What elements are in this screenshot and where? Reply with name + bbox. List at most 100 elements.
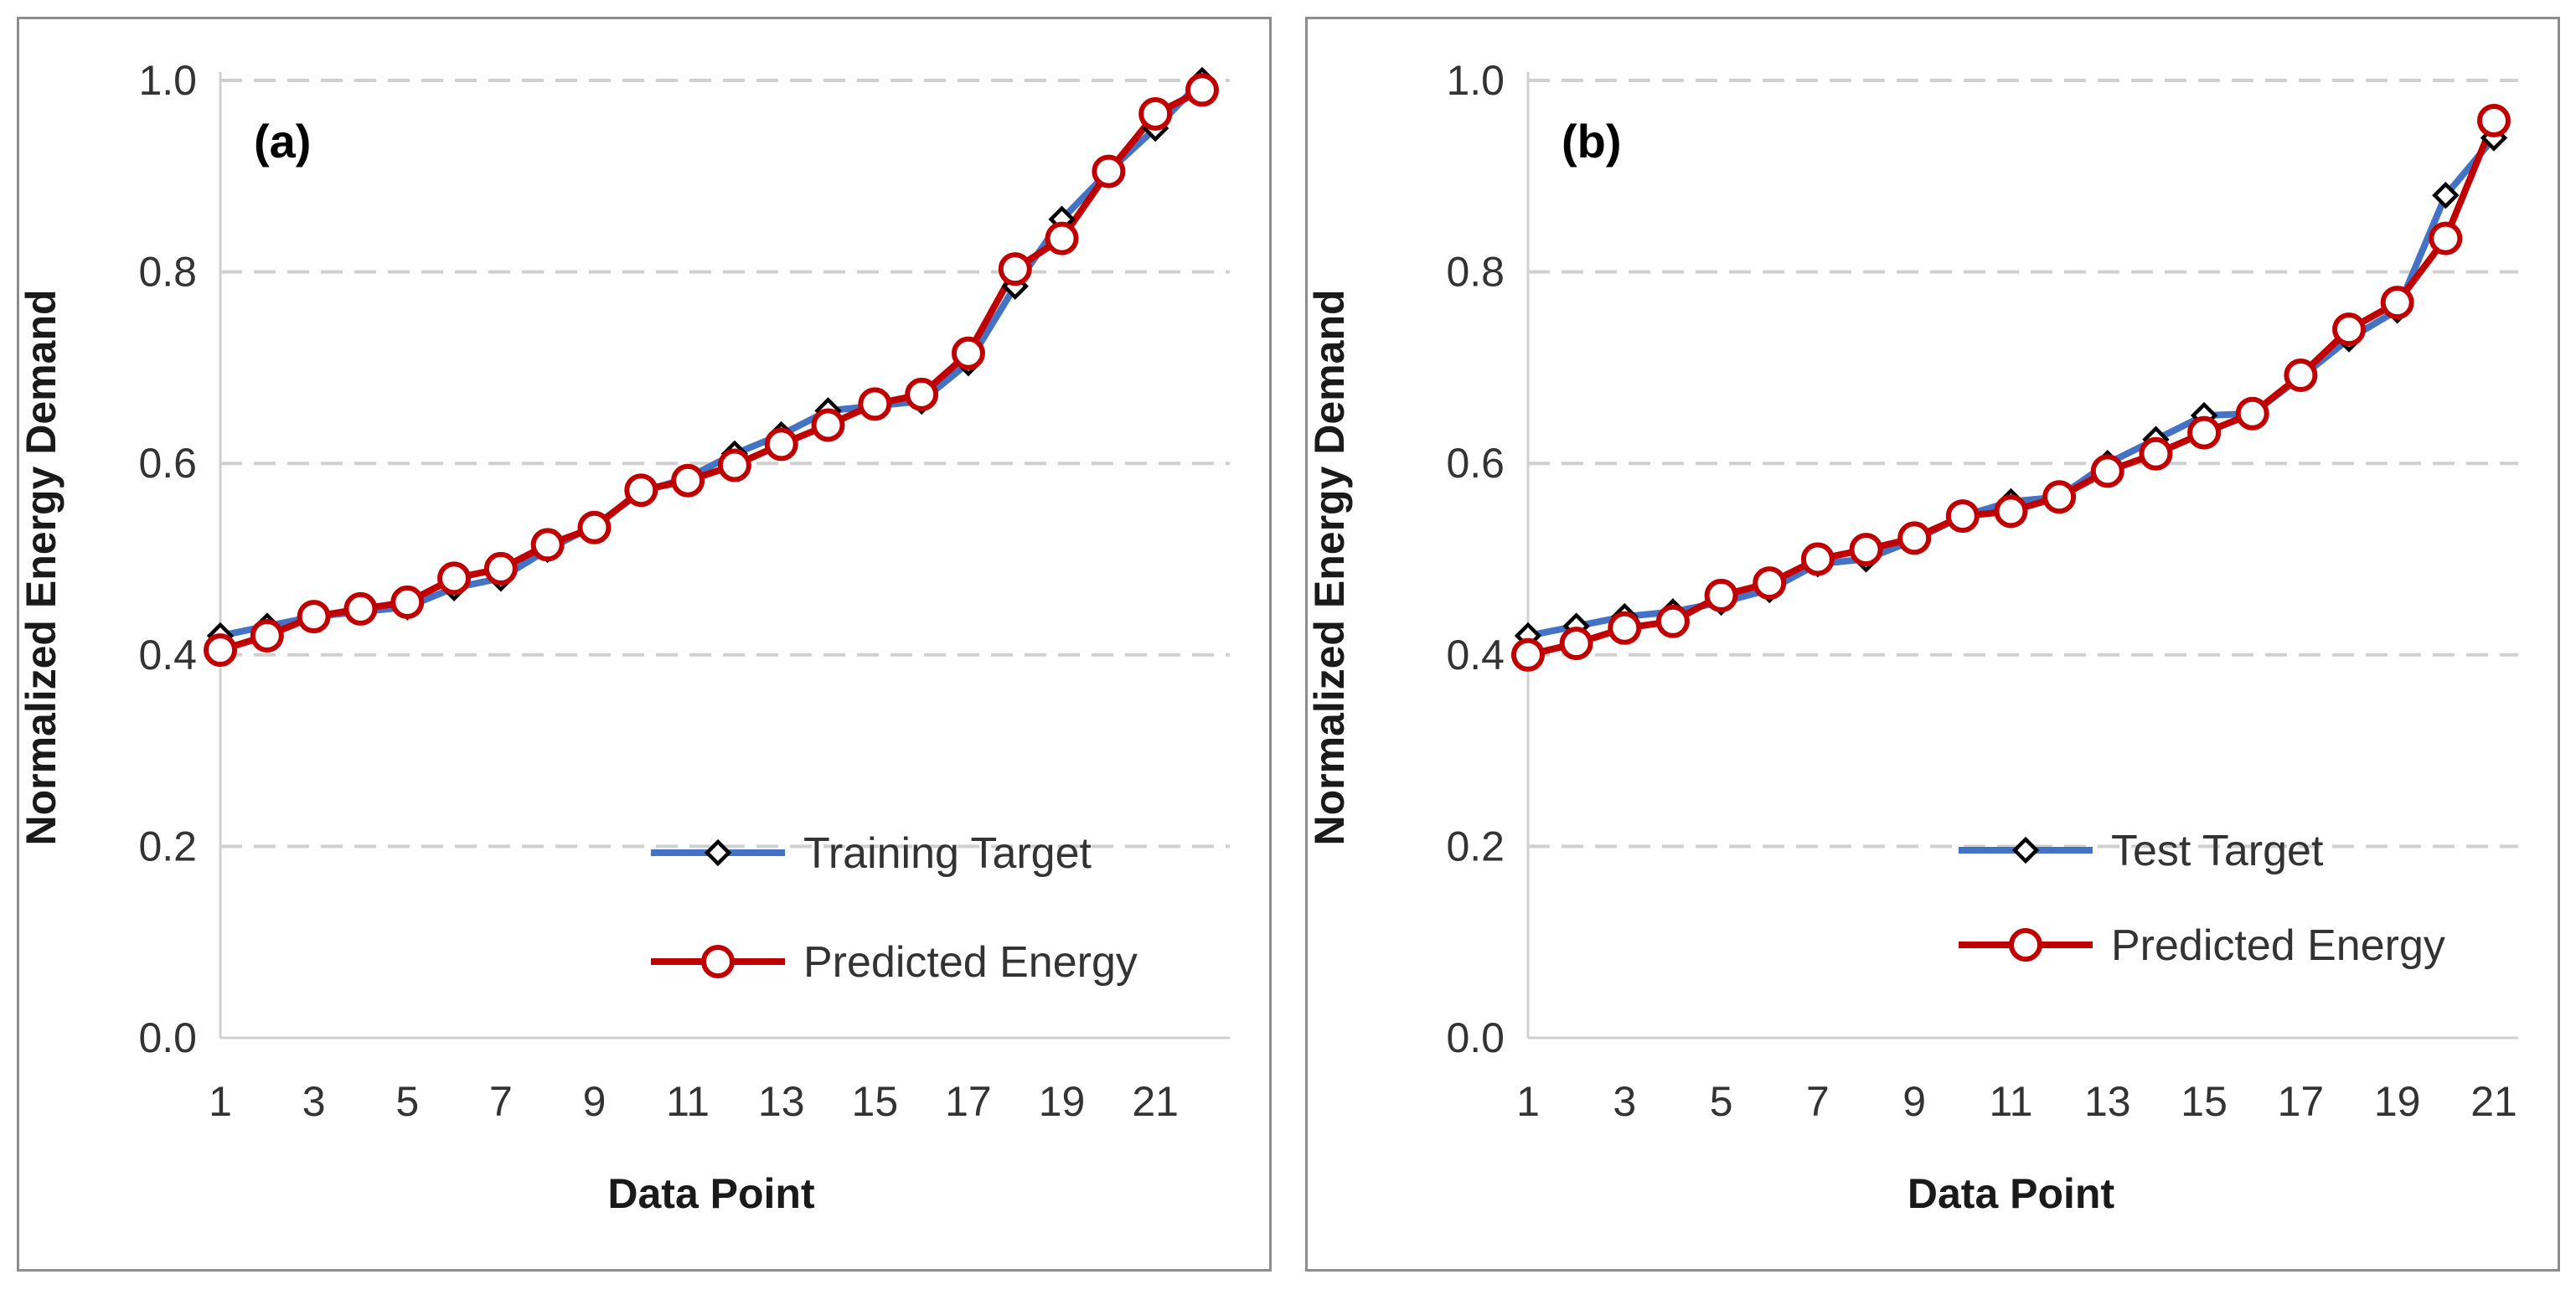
chart-b-y-tick-label: 0.0 [1446, 1014, 1505, 1061]
chart-b-x-tick-label: 15 [2181, 1078, 2228, 1125]
chart-a-predicted-point [1185, 73, 1219, 107]
chart-a-predicted-point [764, 427, 798, 462]
chart-a-x-tick-label: 21 [1132, 1078, 1179, 1125]
chart-a-predicted-point [951, 336, 985, 370]
chart-a-predicted-point [1138, 97, 1173, 132]
chart-b-series-markers-target [1514, 124, 2508, 650]
chart-b-predicted-point [2380, 286, 2414, 320]
chart-b-x-tick-label: 17 [2278, 1078, 2325, 1125]
chart-b-target-point [2432, 181, 2460, 209]
chart-b-legend: Test Target Predicted Energy [1959, 827, 2445, 970]
chart-b-y-tick-label: 0.8 [1446, 249, 1505, 296]
chart-b-predicted-point [2187, 415, 2222, 450]
chart-b-predicted-point [2090, 454, 2124, 488]
chart-b-x-tick-label: 5 [1710, 1078, 1733, 1125]
chart-b-x-tick-label: 1 [1516, 1078, 1540, 1125]
chart-b-legend-marker-0 [2011, 836, 2040, 864]
chart-b-svg: 0.00.20.40.60.81.01 3 5 7 9 11 13 15 17 19 21Data … [1308, 57, 2518, 1217]
chart-b-series-markers-predicted [1511, 104, 2511, 672]
chart-a-legend: Training Target Predicted Energy [651, 829, 1138, 987]
chart-b-x-tick-label: 9 [1902, 1078, 1926, 1125]
chart-panel-b: 0.0 0.2 0.4 0.6 0.8 1.0 1 3 5 7 9 11 13 15 17 19 21 Data … [1305, 17, 2560, 1272]
chart-b-predicted-point [1945, 499, 1980, 534]
chart-a-predicted-point [671, 463, 705, 498]
chart-a-svg: 0.00.20.40.60.81.01 3 5 7 9 11 13 15 17 19 21Data … [19, 57, 1230, 1217]
chart-b-legend-marker-1 [2009, 928, 2042, 962]
chart-a-series-markers-predicted [204, 73, 1219, 668]
chart-a-legend-marker-1 [701, 945, 735, 978]
chart-b-y-tick-label: 1.0 [1446, 57, 1505, 104]
chart-b-predicted-point [2042, 480, 2077, 514]
chart-b-predicted-point [2429, 221, 2463, 255]
chart-a-series-line-predicted [219, 86, 1204, 653]
chart-b-y-tick-label: 0.2 [1446, 823, 1505, 869]
chart-b-predicted-point [2477, 104, 2511, 138]
chart-a-predicted-point [1092, 154, 1126, 188]
chart-b-x-tick-label: 7 [1806, 1078, 1830, 1125]
chart-a-predicted-point [624, 473, 658, 508]
chart-a-predicted-point [858, 387, 892, 421]
chart-a-predicted-point [717, 448, 751, 482]
chart-b-x-tick-label: 3 [1613, 1078, 1636, 1125]
chart-a-x-tick-label: 9 [583, 1078, 607, 1125]
chart-a-panel-label: (a) [254, 115, 311, 168]
chart-b-series-line-predicted [1527, 119, 2497, 658]
chart-b-panel-label: (b) [1562, 115, 1622, 168]
chart-a-predicted-point [250, 618, 284, 653]
chart-a-x-tick-label: 17 [945, 1078, 992, 1125]
chart-b-predicted-point [2332, 312, 2367, 347]
chart-b-predicted-point [1511, 637, 1545, 672]
chart-a-predicted-point [530, 528, 565, 562]
chart-b-legend-label-0: Test Target [2111, 827, 2324, 875]
chart-a-series-line-target [219, 78, 1205, 639]
chart-b-predicted-point [1897, 521, 1932, 555]
chart-a-predicted-point [343, 591, 378, 626]
chart-a-y-tick-label: 0.4 [138, 632, 197, 678]
chart-a-legend-label-1: Predicted Energy [803, 938, 1138, 987]
chart-a-y-tick-label: 0.2 [138, 823, 197, 869]
chart-b-predicted-point [1800, 542, 1835, 576]
chart-a-x-tick-label: 13 [758, 1078, 805, 1125]
chart-a-predicted-point [437, 561, 472, 596]
chart-b-legend-label-1: Predicted Energy [2111, 921, 2445, 970]
chart-b-predicted-point [1655, 604, 1690, 638]
chart-b-predicted-point [2235, 396, 2269, 431]
chart-a-x-tick-label: 1 [209, 1078, 232, 1125]
chart-a-x-tick-label: 15 [852, 1078, 899, 1125]
chart-a-y-tick-label: 0.6 [138, 440, 197, 487]
chart-a-predicted-point [483, 551, 518, 586]
chart-b-series-line-target [1527, 136, 2497, 639]
chart-b-x-tick-label: 13 [2084, 1078, 2131, 1125]
chart-b-y-tick-label: 0.6 [1446, 440, 1505, 487]
chart-panel-a: 0.0 0.2 0.4 0.6 0.8 1.0 1 3 5 7 9 11 13 15 17 19 21 Data … [17, 17, 1272, 1272]
chart-b-predicted-point [1704, 578, 1738, 612]
chart-a-predicted-point [297, 600, 331, 634]
chart-b-predicted-point [2284, 359, 2318, 393]
chart-b-y-axis-title: Normalized Energy Demand [1308, 289, 1353, 845]
chart-b-predicted-point [1849, 533, 1883, 567]
chart-b-predicted-point [1753, 566, 1787, 601]
chart-a-x-tick-label: 7 [489, 1078, 513, 1125]
chart-a-y-axis-title: Normalized Energy Demand [19, 289, 65, 845]
chart-a-y-tick-label: 0.0 [138, 1014, 197, 1061]
chart-a-y-tick-label: 1.0 [138, 57, 197, 104]
chart-a-predicted-point [1045, 221, 1079, 255]
chart-a-x-tick-label: 3 [302, 1078, 326, 1125]
chart-a-x-tick-label: 11 [666, 1078, 710, 1125]
chart-a-legend-label-0: Training Target [803, 829, 1092, 878]
chart-a-predicted-point [811, 408, 845, 442]
chart-b-x-tick-label: 11 [1990, 1078, 2033, 1125]
chart-b-predicted-point [1994, 494, 2028, 529]
chart-a-predicted-point [905, 377, 939, 411]
chart-a-legend-marker-0 [704, 838, 732, 867]
chart-a-x-tick-label: 5 [395, 1078, 419, 1125]
chart-b-predicted-point [2139, 436, 2173, 471]
chart-b-x-tick-label: 19 [2374, 1078, 2421, 1125]
chart-a-predicted-point [577, 510, 612, 544]
chart-a-predicted-point [390, 585, 425, 619]
chart-b-x-tick-label: 21 [2470, 1078, 2517, 1125]
chart-b-y-tick-label: 0.4 [1446, 632, 1505, 678]
chart-a-x-axis-title: Data Point [607, 1170, 815, 1217]
chart-b-predicted-point [1608, 611, 1642, 645]
chart-a-predicted-point [204, 633, 237, 668]
